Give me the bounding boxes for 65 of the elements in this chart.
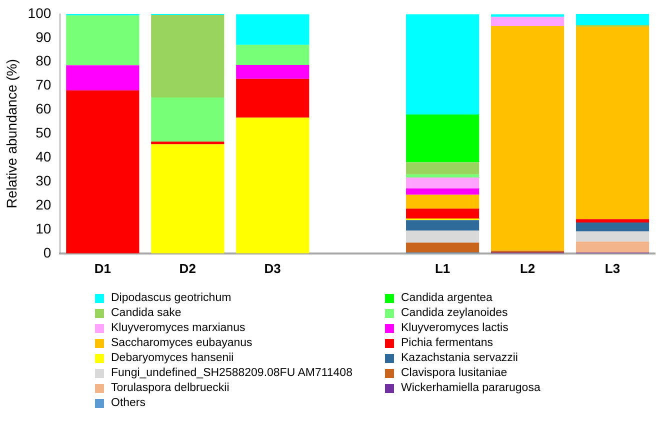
bar [406,194,480,209]
bar [236,78,310,118]
bar [236,14,310,45]
y-tick-label: 0 [43,244,52,260]
bar [151,14,224,98]
y-tick-label: 60 [36,100,52,117]
y-tick-label: 30 [36,172,52,188]
x-tick-label: D1 [94,260,111,276]
bar [406,220,480,231]
bar [66,15,140,66]
legend-label: Pichia fermentans [401,337,494,349]
bar [406,174,480,178]
bar [576,242,650,253]
bar [236,64,310,79]
y-tick-label: 50 [36,124,52,141]
legend-label: Kazachstania servazzii [401,352,518,364]
x-tick-label: L3 [604,260,620,276]
x-tick-label: D2 [179,260,196,276]
y-tick-label: 40 [36,148,52,164]
legend-label: Candida argentea [401,292,492,304]
legend-label: Debaryomyces hansenii [111,352,234,364]
x-tick-label: L1 [434,260,450,276]
bar [406,114,480,162]
bar [66,90,140,254]
bar [490,26,564,251]
legend-label: Wickerhamiella pararugosa [401,382,540,394]
bar [406,242,480,252]
y-axis-title: Relative abundance (%) [3,58,20,208]
bar [406,230,480,243]
bar [406,178,480,189]
legend-label: Kluyveromyces marxianus [111,322,246,334]
bar [151,142,224,144]
x-tick-label: D3 [264,260,281,276]
legend-label: Others [111,397,146,409]
legend-label: Candida sake [111,307,182,319]
bar [151,98,224,142]
bar [576,26,650,220]
bar [236,44,310,65]
y-tick-label: 70 [36,76,52,93]
bar [576,231,650,242]
legend-label: Dipodascus geotrichum [111,292,232,304]
bar [490,14,564,17]
legend-label: Fungi_undefined_SH2588209.08FU AM711408 [111,367,352,379]
y-tick-label: 90 [36,28,52,45]
bar [490,16,564,26]
bar [406,162,480,174]
bar [151,144,224,254]
bar [406,208,480,218]
y-tick-label: 100 [28,4,52,21]
y-tick-label: 80 [36,52,52,69]
legend-label: Saccharomyces eubayanus [111,337,252,349]
y-tick-label: 20 [36,196,52,212]
bar [236,118,310,254]
bar [576,14,650,26]
bar [66,65,140,90]
legend-label: Torulaspora delbrueckii [111,382,230,394]
y-tick-label: 10 [36,220,52,236]
legend-label: Kluyveromyces lactis [401,322,508,334]
legend-label: Clavispora lusitaniae [401,367,508,379]
bar [576,219,650,223]
bar [406,188,480,195]
bar [406,14,480,115]
x-tick-label: L2 [520,260,536,276]
bar [576,222,650,232]
legend-label: Candida zeylanoides [401,307,508,319]
